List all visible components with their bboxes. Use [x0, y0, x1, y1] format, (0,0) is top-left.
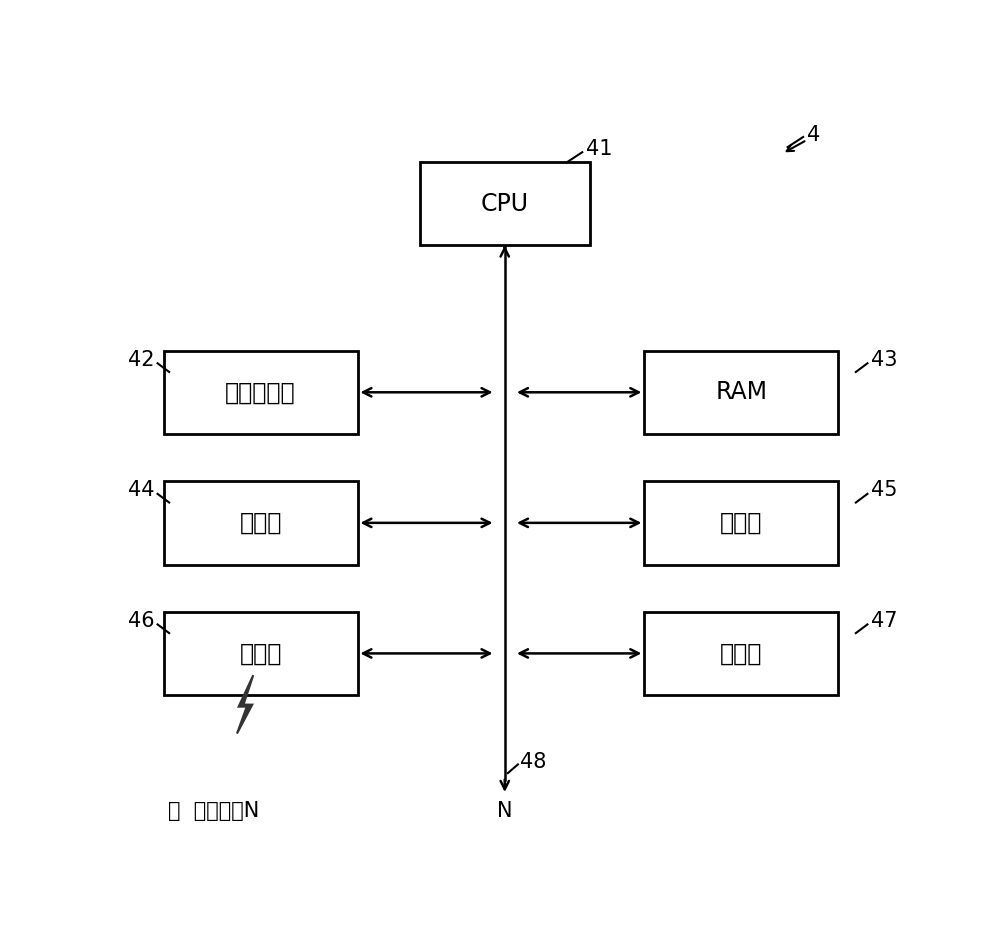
- Text: N: N: [497, 801, 512, 820]
- Text: 计时部: 计时部: [720, 642, 762, 665]
- Text: 向  通信网络N: 向 通信网络N: [168, 801, 259, 820]
- Text: CPU: CPU: [481, 192, 529, 216]
- Polygon shape: [237, 675, 253, 734]
- Text: 43: 43: [871, 349, 897, 369]
- Bar: [164, 350, 358, 434]
- Text: 存储部: 存储部: [720, 511, 762, 535]
- Text: 44: 44: [128, 480, 154, 500]
- Text: 操作输入部: 操作输入部: [225, 381, 296, 404]
- Bar: [644, 481, 838, 564]
- Text: 通信部: 通信部: [239, 642, 282, 665]
- Text: 41: 41: [586, 139, 613, 159]
- Text: 4: 4: [807, 124, 820, 145]
- Bar: [164, 611, 358, 695]
- Bar: [644, 350, 838, 434]
- Text: 42: 42: [128, 349, 154, 369]
- Text: 显示部: 显示部: [239, 511, 282, 535]
- Bar: [164, 481, 358, 564]
- Text: RAM: RAM: [715, 381, 767, 404]
- Text: 48: 48: [520, 753, 547, 772]
- Text: 45: 45: [871, 480, 897, 500]
- Text: 47: 47: [871, 610, 897, 631]
- Text: 46: 46: [128, 610, 154, 631]
- Bar: [420, 162, 590, 246]
- Bar: [644, 611, 838, 695]
